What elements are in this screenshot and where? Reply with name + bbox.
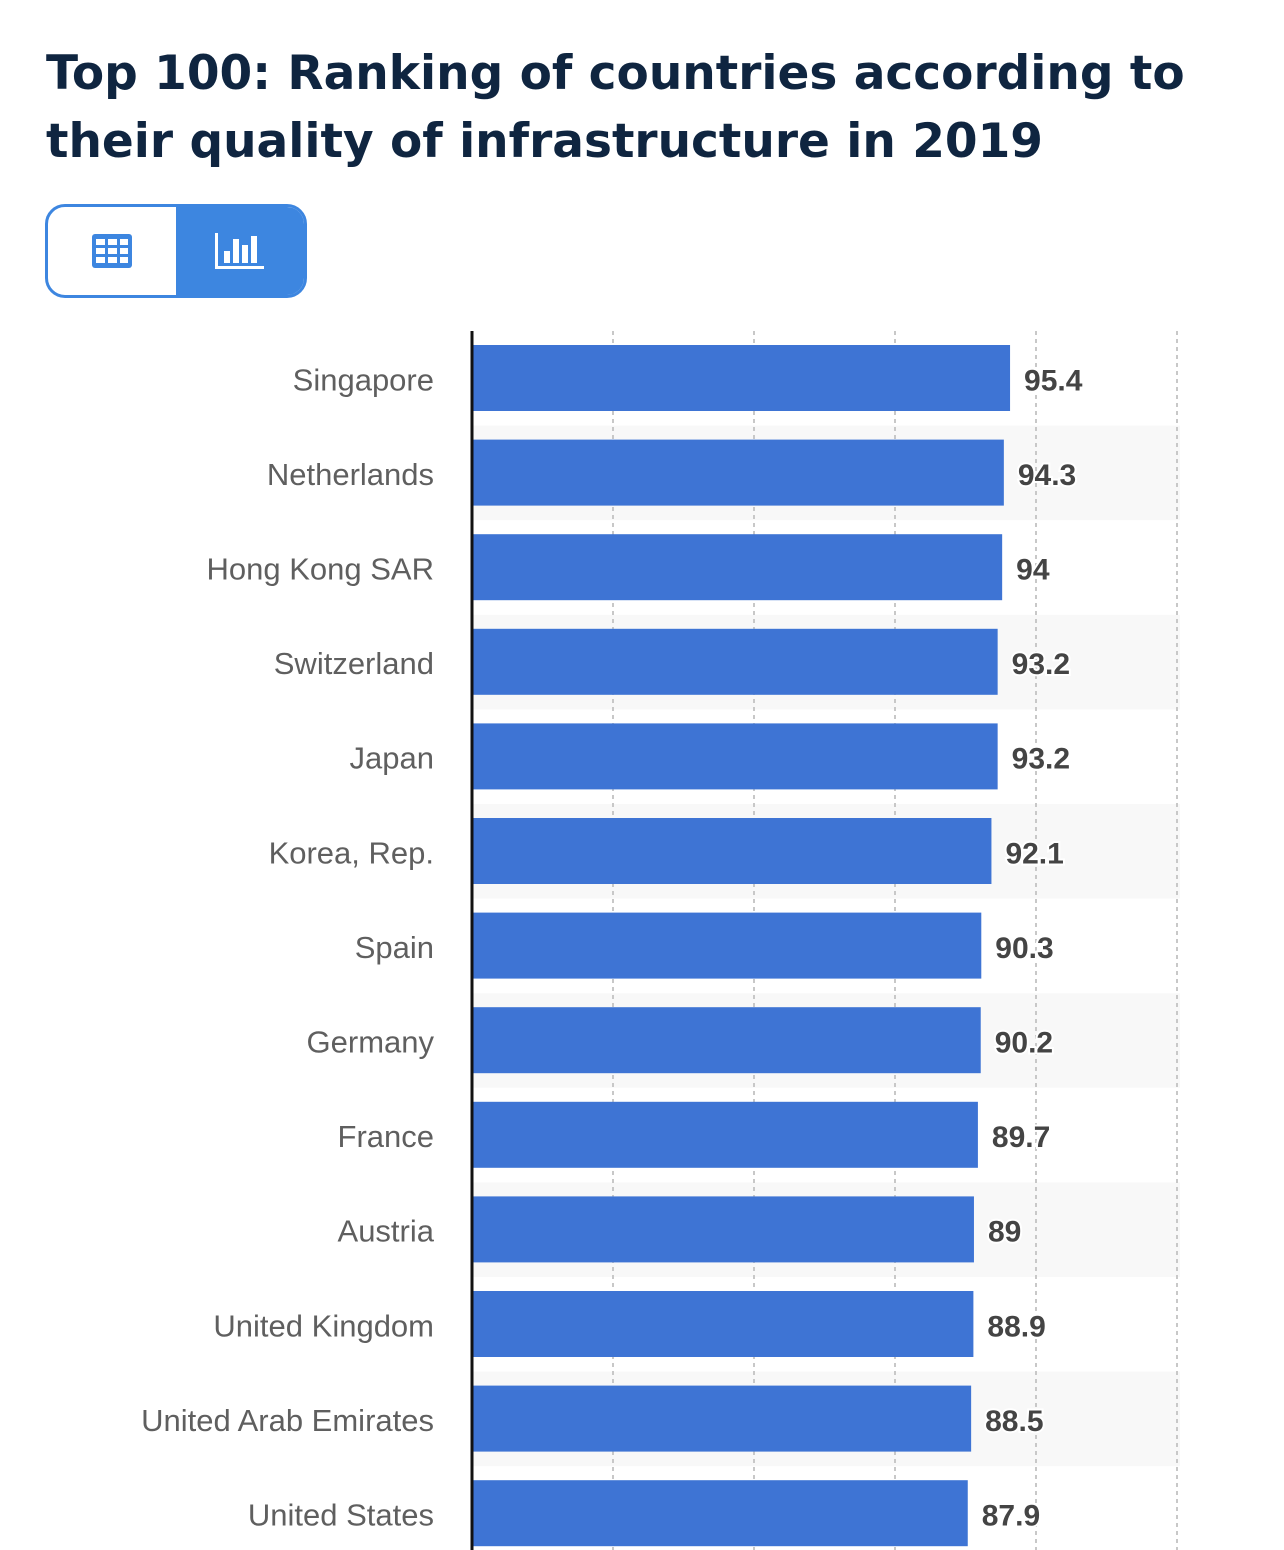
value-label: 87.9	[982, 1500, 1040, 1533]
chart-view-button[interactable]	[176, 207, 304, 295]
category-label: Singapore	[293, 362, 434, 397]
bar	[472, 912, 982, 979]
bar	[472, 1196, 974, 1263]
bar	[472, 628, 998, 695]
value-label: 89.7	[992, 1121, 1050, 1154]
value-label: 92.1	[1005, 837, 1063, 870]
bar	[472, 1101, 978, 1168]
bar	[472, 818, 992, 884]
value-label: 94.3	[1018, 459, 1076, 492]
table-view-button[interactable]	[48, 207, 176, 295]
bar	[472, 345, 1011, 411]
category-label: Hong Kong SAR	[207, 552, 434, 587]
category-label: United Kingdom	[213, 1308, 434, 1343]
value-label: 93.2	[1012, 648, 1070, 681]
category-label: Netherlands	[267, 457, 434, 492]
value-label: 88.9	[987, 1310, 1045, 1343]
value-label: 88.5	[985, 1405, 1043, 1438]
view-toggle	[45, 204, 307, 298]
category-label: Austria	[338, 1214, 435, 1249]
category-label: Korea, Rep.	[269, 835, 434, 870]
category-label: Switzerland	[274, 646, 434, 681]
category-label: Germany	[307, 1025, 435, 1060]
table-icon	[92, 234, 132, 268]
bar-chart-icon	[215, 233, 264, 269]
value-label: 90.3	[995, 932, 1053, 965]
value-label: 93.2	[1012, 743, 1070, 776]
value-label: 95.4	[1024, 364, 1083, 397]
value-label: 89	[988, 1216, 1021, 1249]
value-label: 94	[1016, 554, 1050, 587]
page-title: Top 100: Ranking of countries according …	[46, 46, 1185, 169]
bar	[472, 1291, 974, 1357]
bar	[472, 1480, 968, 1547]
category-label: United States	[248, 1498, 434, 1533]
category-label: United Arab Emirates	[141, 1403, 434, 1438]
category-label: Japan	[350, 741, 434, 776]
value-label: 90.2	[995, 1027, 1053, 1060]
bar	[472, 439, 1004, 506]
category-label: France	[338, 1119, 434, 1154]
bar	[472, 1385, 972, 1452]
bar	[472, 1007, 981, 1074]
bar	[472, 723, 998, 790]
bar	[472, 534, 1003, 601]
category-label: Spain	[355, 930, 434, 965]
